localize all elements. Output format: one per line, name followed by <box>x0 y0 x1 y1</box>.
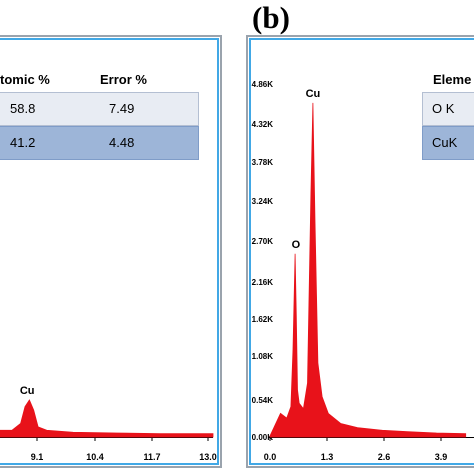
left-x-tick-label: 13.0 <box>199 452 217 462</box>
right-x-tick-label: 0.0 <box>264 452 277 462</box>
left-table-atomic-cell: 58.8 <box>10 101 36 116</box>
right-peak-label: O <box>292 239 301 251</box>
left-table-row: 58.8 7.49 <box>0 92 199 126</box>
right-y-tick-label: 3.24K <box>252 197 274 206</box>
panel-b-label: (b) <box>252 0 290 35</box>
right-y-tick-label: 1.08K <box>252 352 274 361</box>
right-y-tick-label: 2.70K <box>252 237 274 246</box>
right-table-element-cell: O K <box>432 101 455 116</box>
right-x-tick-label: 1.3 <box>321 452 334 462</box>
left-table-error-cell: 4.48 <box>109 135 135 150</box>
left-panel-border <box>0 38 219 465</box>
left-x-tick-label: 10.4 <box>86 452 104 462</box>
right-x-tick-label: 3.9 <box>435 452 448 462</box>
right-spectrum-series <box>269 102 467 438</box>
left-table-header-error: Error % <box>100 72 147 87</box>
left-x-tick-label: 11.7 <box>143 452 160 462</box>
right-y-tick-label: 0.00K <box>252 433 274 442</box>
right-y-tick-label: 4.86K <box>252 80 274 89</box>
right-y-tick-label: 3.78K <box>252 158 274 167</box>
left-spectrum-series <box>0 399 214 438</box>
left-panel-frame <box>0 35 222 468</box>
right-table-header-element: Eleme <box>433 72 472 87</box>
right-panel-frame <box>246 35 474 468</box>
right-x-tick-label: 2.6 <box>378 452 391 462</box>
left-x-tick-label: 9.1 <box>31 452 44 462</box>
left-table-row: 41.2 4.48 <box>0 126 199 160</box>
left-table-header-atomic: tomic % <box>0 72 50 87</box>
right-panel-border <box>249 38 474 465</box>
right-table-element-cell: CuK <box>432 135 458 150</box>
right-y-tick-label: 4.32K <box>252 120 274 129</box>
right-peak-label: Cu <box>306 88 321 100</box>
left-table-error-cell: 7.49 <box>109 101 135 116</box>
left-table-atomic-cell: 41.2 <box>10 135 36 150</box>
right-y-tick-label: 1.62K <box>252 315 274 324</box>
right-table-row: CuK <box>422 126 474 160</box>
right-y-tick-label: 0.54K <box>252 396 274 405</box>
right-y-tick-label: 2.16K <box>252 278 274 287</box>
left-peak-label: Cu <box>20 385 35 397</box>
right-table-row: O K <box>422 92 474 126</box>
